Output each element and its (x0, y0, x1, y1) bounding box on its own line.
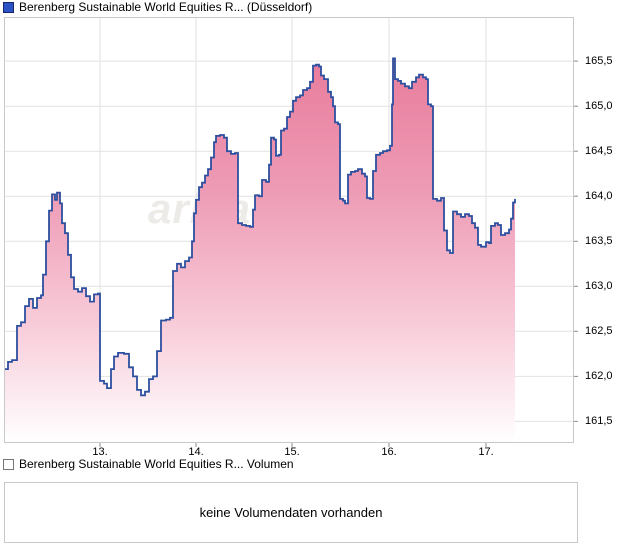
volume-panel: keine Volumendaten vorhanden (4, 482, 578, 543)
y-axis-label: 164,5 (585, 145, 613, 158)
price-chart-plot (4, 17, 578, 447)
y-axis-label: 163,5 (585, 235, 613, 248)
x-axis-label: 15. (284, 446, 300, 458)
price-chart-header: Berenberg Sustainable World Equities R..… (3, 1, 312, 14)
y-axis-label: 162,0 (585, 370, 613, 383)
y-axis-label: 164,0 (585, 190, 613, 203)
x-axis-label: 17. (478, 446, 494, 458)
y-axis-label: 163,0 (585, 280, 613, 293)
x-axis-label: 13. (92, 446, 108, 458)
volume-empty-message: keine Volumendaten vorhanden (199, 505, 383, 520)
x-axis-label: 14. (188, 446, 204, 458)
y-axis-label: 165,5 (585, 55, 613, 68)
volume-chart-header: Berenberg Sustainable World Equities R..… (3, 458, 294, 471)
x-axis-label: 16. (381, 446, 397, 458)
price-chart-title: Berenberg Sustainable World Equities R..… (19, 0, 313, 14)
y-axis-label: 162,5 (585, 325, 613, 338)
y-axis-label: 165,0 (585, 100, 613, 113)
volume-chart-title: Berenberg Sustainable World Equities R..… (19, 457, 294, 471)
y-axis-label: 161,5 (585, 415, 613, 428)
volume-series-legend-icon (3, 459, 14, 470)
price-series-legend-icon (3, 2, 14, 13)
